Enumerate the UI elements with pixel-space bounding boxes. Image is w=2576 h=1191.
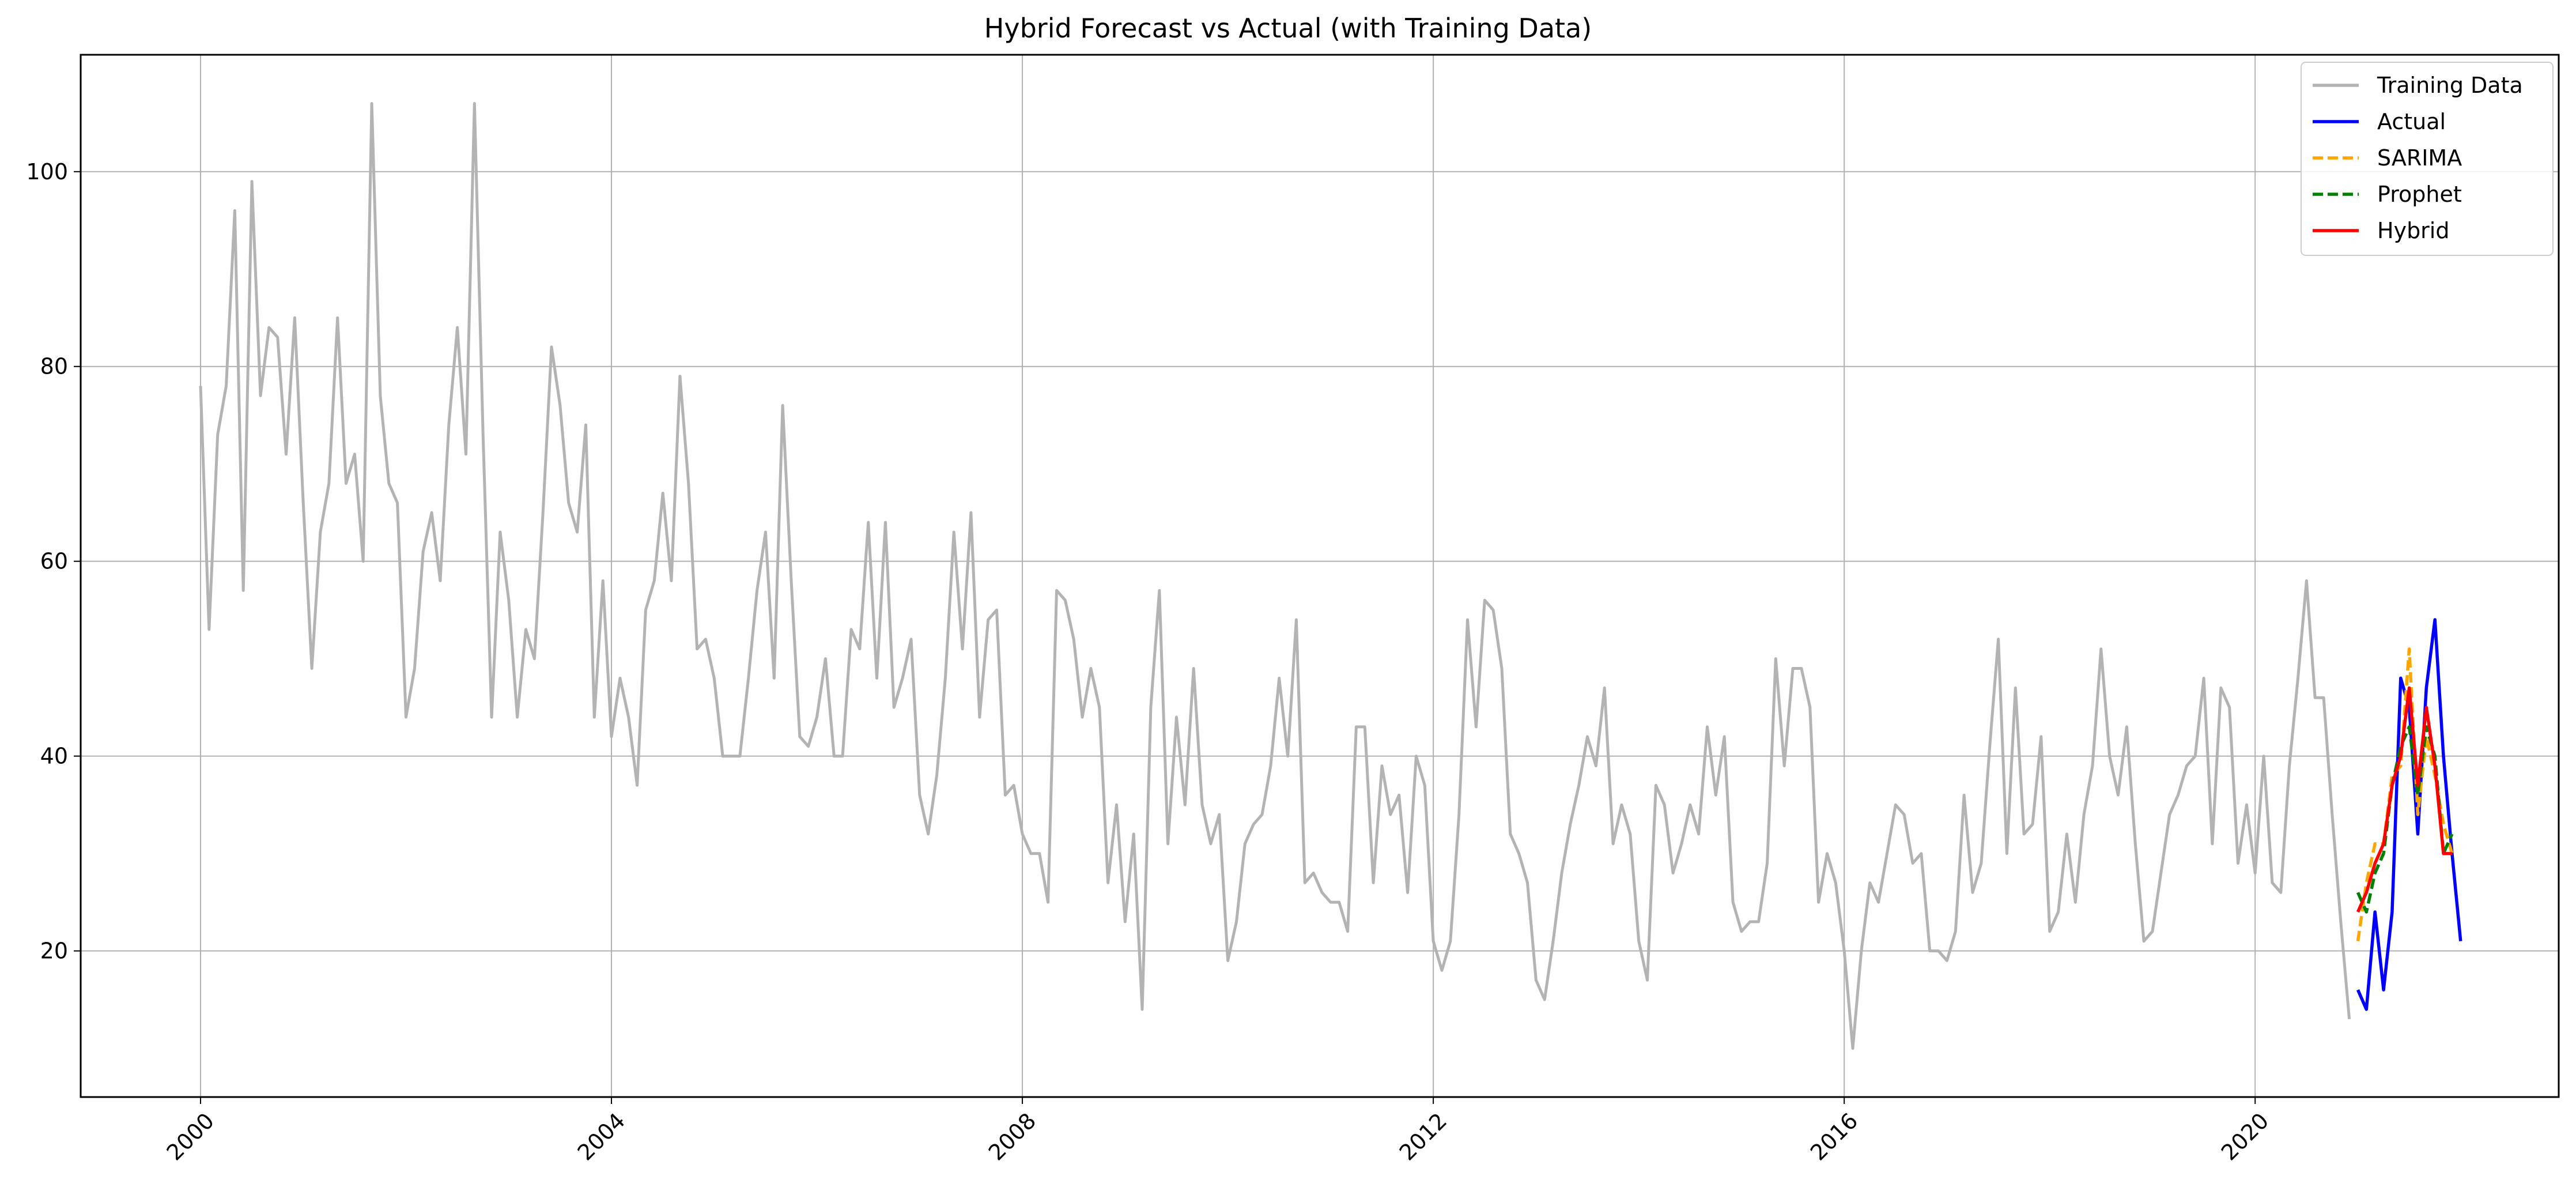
y-tick-label: 20 (40, 939, 68, 964)
chart-title: Hybrid Forecast vs Actual (with Training… (984, 13, 1592, 44)
legend-label: Hybrid (2377, 218, 2450, 243)
legend: Training Data Actual SARIMA Prophet Hybrid (2301, 62, 2554, 256)
y-tick-label: 40 (40, 744, 68, 769)
series-line-sarima (2356, 647, 2454, 941)
grid (81, 55, 2559, 1097)
y-tick-label: 80 (40, 354, 68, 379)
series-line-training-data (199, 102, 2351, 1050)
y-tick-label: 60 (40, 549, 68, 574)
series-line-hybrid (2356, 686, 2452, 913)
series-line-actual (2356, 618, 2462, 1011)
legend-box (2301, 62, 2554, 256)
plot-area-frame (80, 54, 2560, 1098)
series-lines (199, 102, 2462, 1050)
legend-label: SARIMA (2377, 145, 2462, 171)
legend-label: Actual (2377, 109, 2446, 134)
legend-label: Training Data (2377, 73, 2523, 98)
legend-label: Prophet (2377, 182, 2462, 207)
y-tick-label: 100 (26, 159, 68, 184)
